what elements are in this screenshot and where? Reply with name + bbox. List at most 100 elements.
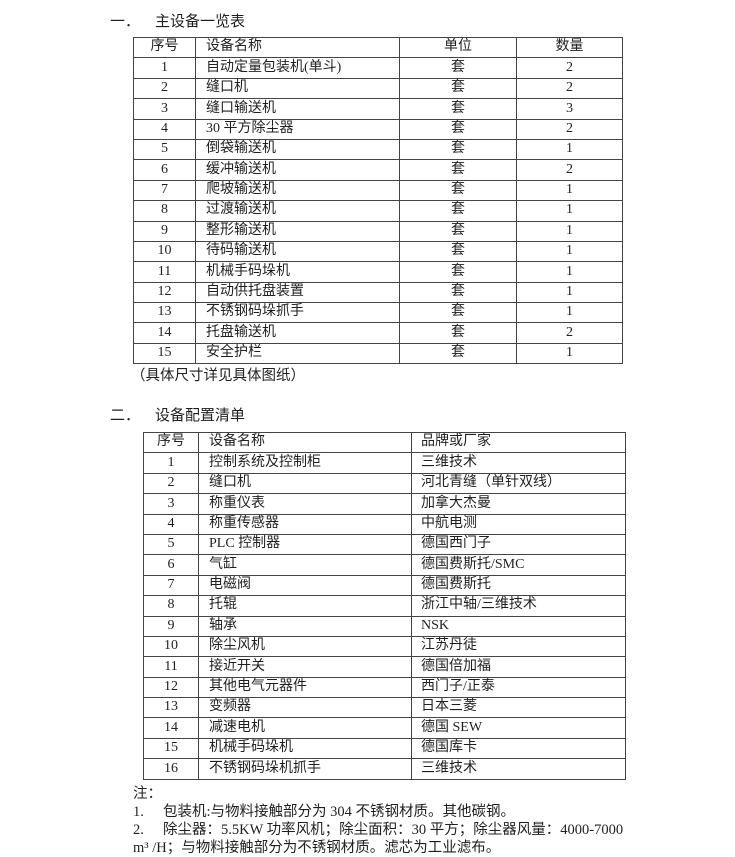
table-cell: 2 <box>516 57 623 79</box>
table-cell: 德国库卡 <box>411 737 626 760</box>
note-1-number: 1. <box>133 804 144 820</box>
table-cell: 13 <box>143 697 199 719</box>
table-cell: 8 <box>133 200 196 222</box>
table-cell: 10 <box>133 240 196 263</box>
table-cell: 30 平方除尘器 <box>195 118 400 140</box>
table-cell: 套 <box>399 322 517 344</box>
table-cell: 三维技术 <box>411 452 626 474</box>
table-cell: 1 <box>516 220 623 242</box>
table-row: 7 爬坡输送机套 1 <box>133 179 623 202</box>
table-cell: 机械手码垛机 <box>198 737 412 760</box>
table-row: 14 托盘输送机套 2 <box>133 322 623 344</box>
table-cell: 河北青缝（单针双线） <box>411 472 626 495</box>
table-row: 16 不锈钢码垛机抓手 三维技术 <box>143 758 626 780</box>
table-row: 3 缝口输送机套 3 <box>133 98 623 120</box>
section1-number: 一． <box>110 14 141 30</box>
table-row: 13 不锈钢码垛抓手套 1 <box>133 302 623 324</box>
table-cell: 不锈钢码垛机抓手 <box>198 758 412 780</box>
table-row: 2 缝口机套 2 <box>133 77 623 100</box>
note-item-1: 1. 包装机:与物料接触部分为 304 不锈钢材质。其他碳钢。 <box>133 800 515 821</box>
table-cell: 2 <box>133 77 196 100</box>
table1-caption: （具体尺寸详见具体图纸） <box>131 368 305 384</box>
table-cell: 其他电气元器件 <box>198 676 412 699</box>
column-header: 品牌或厂家 <box>411 431 626 454</box>
table-cell: 11 <box>143 656 199 678</box>
table-cell: 德国倍加福 <box>411 656 626 678</box>
table-cell: 不锈钢码垛抓手 <box>195 302 400 324</box>
table-cell: 9 <box>143 615 199 637</box>
table-row: 8 托辊 浙江中轴/三维技术 <box>143 595 626 617</box>
table-row: 4 30 平方除尘器套 2 <box>133 118 623 140</box>
table-cell: 7 <box>143 574 199 597</box>
table-cell: 1 <box>516 179 623 202</box>
table-row: 11 机械手码垛机套 1 <box>133 261 623 283</box>
table-cell: 12 <box>143 676 199 699</box>
table-cell: 9 <box>133 220 196 242</box>
table-cell: 1 <box>516 138 623 161</box>
table-cell: 套 <box>399 220 517 242</box>
table-cell: 套 <box>399 200 517 222</box>
table-cell: 13 <box>133 302 196 324</box>
table-cell: 2 <box>143 472 199 495</box>
table-cell: 5 <box>133 138 196 161</box>
table-row: 2 缝口机 河北青缝（单针双线） <box>143 472 626 495</box>
table-cell: 轴承 <box>198 615 412 637</box>
table-cell: NSK <box>411 615 626 637</box>
table-row: 10 待码输送机套 1 <box>133 240 623 263</box>
table-cell: PLC 控制器 <box>198 533 412 556</box>
table-cell: 浙江中轴/三维技术 <box>411 595 626 617</box>
table-row: 8 过渡输送机套 1 <box>133 200 623 222</box>
table-row: 1 自动定量包装机(单斗) 套 2 <box>133 57 623 79</box>
table-row: 15 机械手码垛机 德国库卡 <box>143 737 626 760</box>
table-cell: 套 <box>399 342 517 365</box>
table-cell: 整形输送机 <box>195 220 400 242</box>
table-cell: 套 <box>399 179 517 202</box>
notes-label: 注： <box>133 786 162 802</box>
table-cell: 安全护栏 <box>195 342 400 365</box>
column-header: 数量 <box>516 36 623 59</box>
table-cell: 待码输送机 <box>195 240 400 263</box>
table-cell: 15 <box>143 737 199 760</box>
table-cell: 1 <box>516 302 623 324</box>
table-cell: 10 <box>143 635 199 658</box>
table-cell: 3 <box>516 98 623 120</box>
table-cell: 套 <box>399 159 517 181</box>
table-row: 11 接近开关 德国倍加福 <box>143 656 626 678</box>
table-cell: 1 <box>516 261 623 283</box>
table-cell: 江苏丹徒 <box>411 635 626 658</box>
note-item-2: 2. 除尘器：5.5KW 功率风机；除尘面积：30 平方；除尘器风量：4000-7… <box>133 818 623 839</box>
table-cell: 6 <box>133 159 196 181</box>
table-cell: 缝口机 <box>198 472 412 495</box>
table-row: 15 安全护栏套 1 <box>133 342 623 365</box>
table-cell: 托辊 <box>198 595 412 617</box>
table-cell: 机械手码垛机 <box>195 261 400 283</box>
table-row: 5 倒袋输送机套 1 <box>133 138 623 161</box>
table-cell: 变频器 <box>198 697 412 719</box>
table-row: 5 PLC 控制器 德国西门子 <box>143 533 626 556</box>
table-cell: 2 <box>516 118 623 140</box>
main-equipment-table: 序号 设备名称 单位 数量 1 自动定量包装机(单斗) 套 2 2 缝口机套 2 3 缝口输送机套 3 4… <box>133 36 623 365</box>
table-cell: 1 <box>516 281 623 304</box>
table-cell: 中航电测 <box>411 513 626 535</box>
table-cell: 1 <box>516 200 623 222</box>
table-cell: 西门子/正泰 <box>411 676 626 699</box>
table-cell: 12 <box>133 281 196 304</box>
table-cell: 套 <box>399 138 517 161</box>
table-row: 10 除尘风机 江苏丹徒 <box>143 635 626 658</box>
table-cell: 日本三菱 <box>411 697 626 719</box>
table-row: 6 气缸 德国费斯托/SMC <box>143 554 626 576</box>
table-cell: 缝口机 <box>195 77 400 100</box>
table-cell: 减速电机 <box>198 717 412 739</box>
table-cell: 4 <box>143 513 199 535</box>
table-header-row: 序号 设备名称 单位 数量 <box>133 36 623 59</box>
table-cell: 过渡输送机 <box>195 200 400 222</box>
table-cell: 5 <box>143 533 199 556</box>
table-row: 7 电磁阀 德国费斯托 <box>143 574 626 597</box>
table-cell: 套 <box>399 118 517 140</box>
table-cell: 套 <box>399 302 517 324</box>
note-2-text: 除尘器：5.5KW 功率风机；除尘面积：30 平方；除尘器风量：4000-700… <box>163 822 624 838</box>
note-1-text: 包装机:与物料接触部分为 304 不锈钢材质。其他碳钢。 <box>163 804 516 820</box>
table-row: 13 变频器 日本三菱 <box>143 697 626 719</box>
table-cell: 自动供托盘装置 <box>195 281 400 304</box>
table-cell: 7 <box>133 179 196 202</box>
